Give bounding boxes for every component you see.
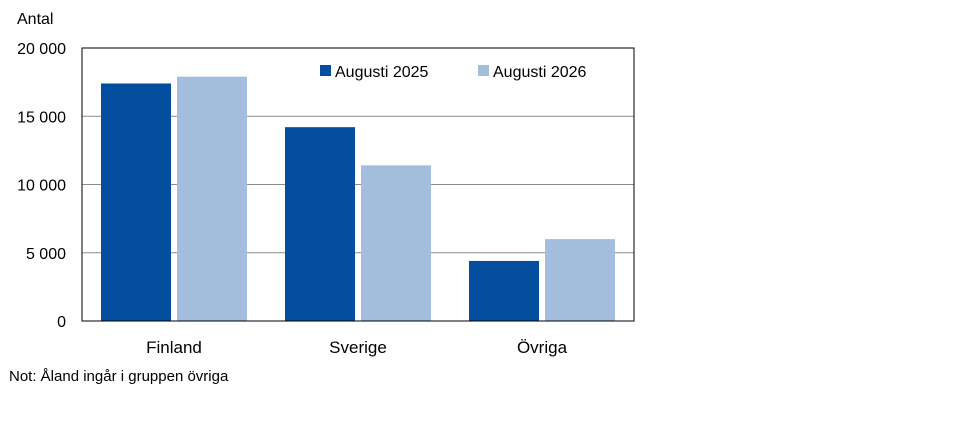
legend-swatch-augusti-2026	[478, 65, 489, 76]
legend-swatch-augusti-2025	[320, 65, 331, 76]
x-tick-label-ovriga: Övriga	[517, 338, 568, 357]
gridlines	[82, 115, 634, 254]
plot-frame	[81, 47, 635, 322]
chart-note: Not: Åland ingår i gruppen övriga	[9, 368, 229, 385]
y-tick-label: 20 000	[17, 41, 66, 58]
y-tick-labels: 0 5 000 10 000 15 000 20 000	[17, 41, 66, 331]
y-axis-label: Antal	[17, 11, 53, 28]
bar-sverige-augusti-2025	[285, 127, 355, 321]
bar-finland-augusti-2025	[101, 83, 171, 322]
legend-label-augusti-2025: Augusti 2025	[335, 64, 429, 81]
y-tick-label: 5 000	[26, 246, 66, 263]
bar-ovriga-augusti-2025	[469, 260, 539, 321]
y-tick-label: 15 000	[17, 109, 66, 126]
legend-label-augusti-2026: Augusti 2026	[493, 64, 587, 81]
bar-finland-augusti-2026	[177, 76, 247, 321]
x-tick-label-finland: Finland	[146, 338, 202, 357]
bar-ovriga-augusti-2026	[545, 239, 615, 321]
legend: Augusti 2025 Augusti 2026	[320, 64, 587, 81]
x-tick-label-sverige: Sverige	[329, 338, 387, 357]
bar-sverige-augusti-2026	[361, 165, 431, 321]
x-tick-labels: Finland Sverige Övriga	[146, 338, 567, 357]
y-tick-label: 10 000	[17, 178, 66, 195]
bars	[101, 76, 615, 322]
y-tick-label: 0	[57, 314, 66, 331]
